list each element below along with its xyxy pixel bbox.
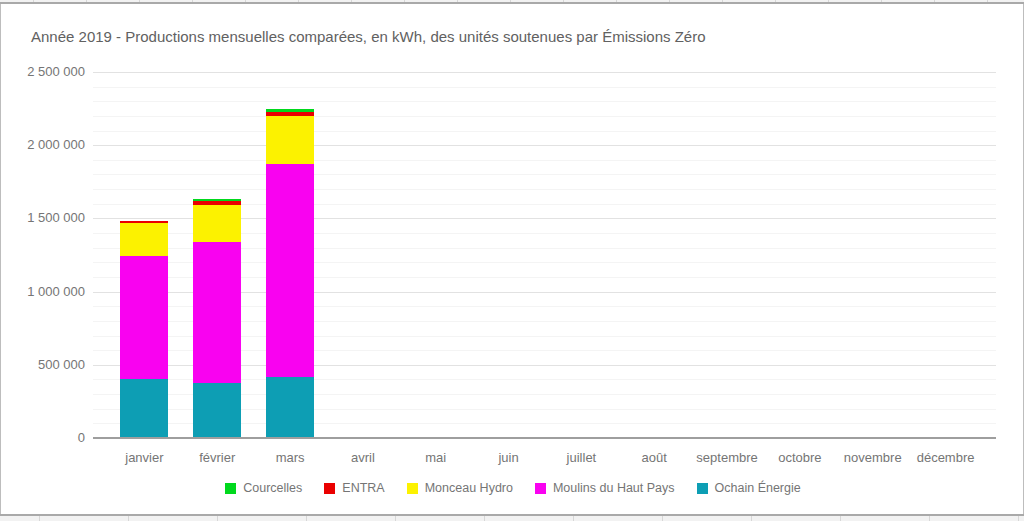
bar-segment-entra-mars[interactable] (266, 112, 314, 116)
legend-swatch-icon (407, 483, 418, 494)
legend-swatch-icon (324, 483, 335, 494)
spreadsheet-cell-border (351, 0, 352, 2)
gridline (93, 145, 996, 146)
spreadsheet-cell-border (404, 0, 405, 2)
y-axis-tick-label: 1 000 000 (1, 284, 85, 299)
bar-segment-courcelles-mars[interactable] (266, 109, 314, 112)
legend-swatch-icon (697, 483, 708, 494)
y-axis-tick-label: 2 000 000 (1, 137, 85, 152)
y-axis-tick-label: 2 500 000 (1, 64, 85, 79)
spreadsheet-cell-border (1018, 516, 1019, 521)
legend-label: ENTRA (342, 481, 384, 495)
spreadsheet-cell-border (245, 0, 246, 2)
spreadsheet-cell-border (573, 516, 574, 521)
legend-label: Moulins du Haut Pays (553, 481, 675, 495)
chart-title: Année 2019 - Productions mensuelles comp… (31, 28, 706, 45)
bar-segment-entra-février[interactable] (193, 201, 241, 205)
spreadsheet-cell-border (662, 516, 663, 521)
y-axis-tick-label: 500 000 (1, 357, 85, 372)
bar-segment-courcelles-février[interactable] (193, 199, 241, 201)
spreadsheet-cell-border (33, 0, 34, 2)
spreadsheet-cell-border (139, 0, 140, 2)
x-axis-label-décembre: décembre (901, 450, 991, 465)
spreadsheet-cell-border (457, 0, 458, 2)
bar-segment-ochain-nergie-janvier[interactable] (120, 379, 168, 438)
spreadsheet-cell-border (840, 516, 841, 521)
spreadsheet-cell-border (192, 0, 193, 2)
legend-label: Courcelles (243, 481, 302, 495)
bar-segment-monceau-hydro-février[interactable] (193, 205, 241, 242)
spreadsheet-edge-bottom (0, 514, 1024, 521)
gridline (93, 131, 996, 132)
legend-item-ochain-nergie[interactable]: Ochain Énergie (697, 481, 801, 495)
spreadsheet-cell-border (128, 516, 129, 521)
spreadsheet-cell-border (217, 516, 218, 521)
bar-segment-ochain-nergie-mars[interactable] (266, 377, 314, 438)
spreadsheet-cell-border (563, 0, 564, 2)
bar-segment-monceau-hydro-mars[interactable] (266, 116, 314, 164)
bar-segment-monceau-hydro-janvier[interactable] (120, 223, 168, 256)
bar-segment-ochain-nergie-février[interactable] (193, 383, 241, 438)
spreadsheet-cell-border (86, 0, 87, 2)
bar-segment-moulins-du-haut-pays-mars[interactable] (266, 164, 314, 376)
bar-segment-entra-janvier[interactable] (120, 221, 168, 223)
legend-item-courcelles[interactable]: Courcelles (225, 481, 302, 495)
legend-item-monceau-hydro[interactable]: Monceau Hydro (407, 481, 513, 495)
gridline (93, 189, 996, 190)
spreadsheet-cell-border (987, 0, 988, 2)
legend-label: Monceau Hydro (425, 481, 513, 495)
y-axis-tick-label: 0 (1, 430, 85, 445)
gridline (93, 72, 996, 73)
spreadsheet-cell-border (484, 516, 485, 521)
bar-segment-moulins-du-haut-pays-janvier[interactable] (120, 256, 168, 379)
legend-swatch-icon (535, 483, 546, 494)
spreadsheet-cell-border (929, 516, 930, 521)
spreadsheet-cell-border (395, 516, 396, 521)
bar-segment-moulins-du-haut-pays-février[interactable] (193, 242, 241, 383)
spreadsheet-cell-border (881, 0, 882, 2)
chart-widget: Année 2019 - Productions mensuelles comp… (0, 4, 1024, 516)
legend: Courcelles ENTRA Monceau Hydro Moulins du H… (1, 481, 1024, 495)
spreadsheet-cell-border (616, 0, 617, 2)
spreadsheet-cell-border (669, 0, 670, 2)
gridline (93, 116, 996, 117)
spreadsheet-cell-border (934, 0, 935, 2)
spreadsheet-cell-border (306, 516, 307, 521)
spreadsheet-cell-border (775, 0, 776, 2)
legend-swatch-icon (225, 483, 236, 494)
spreadsheet-cell-border (751, 516, 752, 521)
gridline (93, 87, 996, 88)
gridline (93, 160, 996, 161)
legend-item-entra[interactable]: ENTRA (324, 481, 384, 495)
legend-item-moulins-du-haut-pays[interactable]: Moulins du Haut Pays (535, 481, 675, 495)
gridline (93, 174, 996, 175)
legend-label: Ochain Énergie (715, 481, 801, 495)
spreadsheet-cell-border (39, 516, 40, 521)
plot-area (93, 72, 996, 438)
spreadsheet-cell-border (828, 0, 829, 2)
gridline (93, 101, 996, 102)
x-axis-baseline (93, 437, 996, 439)
spreadsheet-cell-border (722, 0, 723, 2)
spreadsheet-cell-border (510, 0, 511, 2)
spreadsheet-cell-border (298, 0, 299, 2)
screenshot-canvas: Année 2019 - Productions mensuelles comp… (0, 0, 1024, 521)
y-axis-tick-label: 1 500 000 (1, 210, 85, 225)
